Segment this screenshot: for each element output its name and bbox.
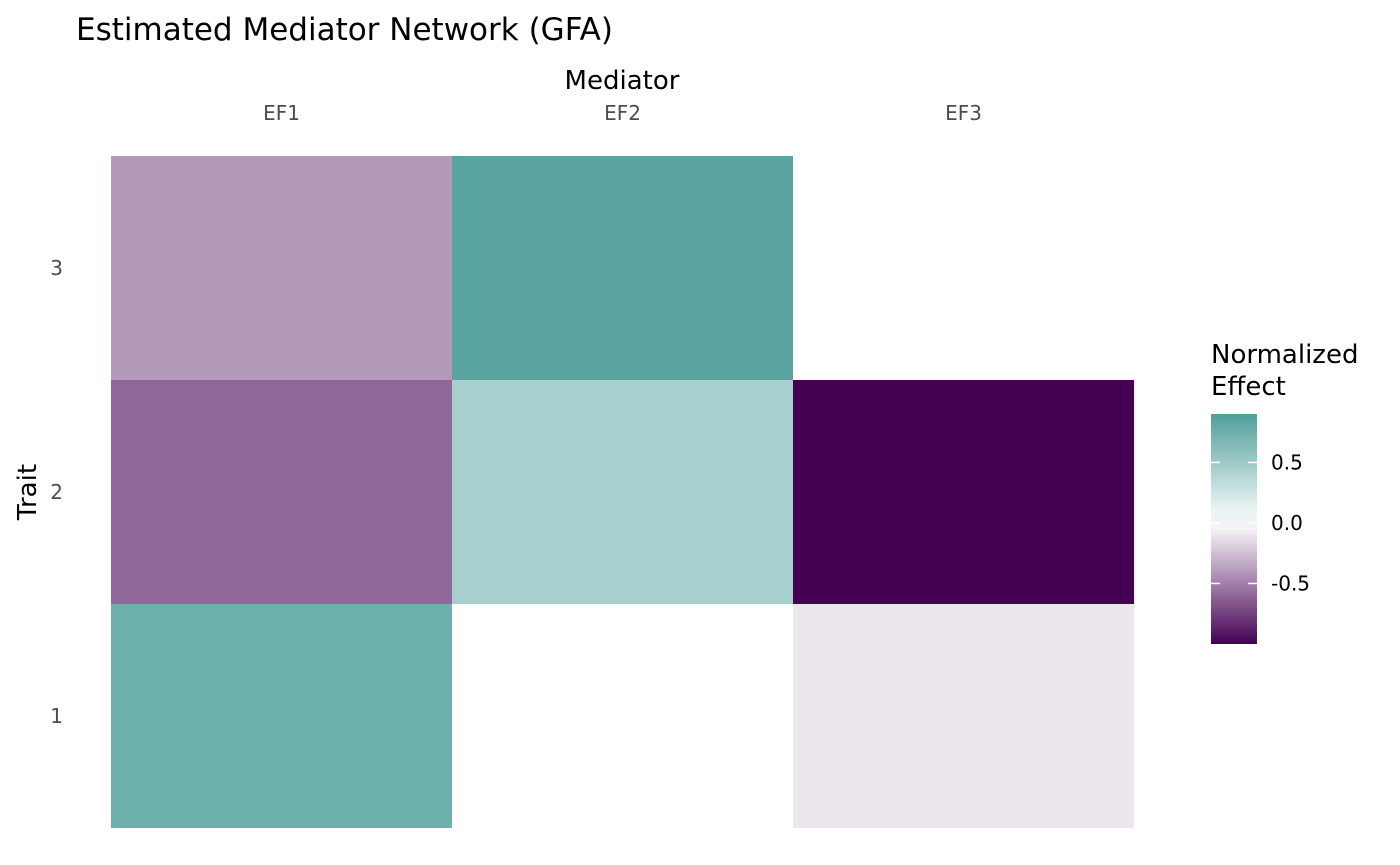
legend-ticks: 0.5 0.0 -0.5 [1211, 450, 1310, 595]
legend-color-bar [1211, 414, 1257, 644]
y-axis-title: Trait [13, 464, 43, 521]
heatmap-cell-ef2-trait-2 [452, 380, 793, 604]
heatmap-cell-ef3-trait-3 [793, 156, 1134, 380]
heatmap-cell-ef1-trait-1 [111, 604, 452, 828]
legend-title-line-2: Effect [1211, 372, 1286, 402]
x-tick-label-ef2: EF2 [604, 101, 641, 125]
heatmap-cells [111, 156, 1134, 828]
x-axis-title: Mediator [565, 66, 680, 96]
x-tick-labels: EF1 EF2 EF3 [263, 101, 982, 125]
y-tick-labels: 1 2 3 [50, 256, 63, 728]
heatmap-cell-ef3-trait-2 [793, 380, 1134, 604]
heatmap-cell-ef2-trait-3 [452, 156, 793, 380]
y-tick-label-2: 2 [50, 480, 63, 504]
legend-title-line-1: Normalized [1211, 340, 1358, 370]
heatmap-cell-ef3-trait-1 [793, 604, 1134, 828]
color-legend: Normalized Effect 0.5 0.0 -0.5 [1211, 340, 1358, 644]
legend-tick-label: 0.0 [1271, 511, 1303, 535]
y-tick-label-1: 1 [50, 704, 63, 728]
x-tick-label-ef3: EF3 [945, 101, 982, 125]
legend-tick-label: -0.5 [1271, 571, 1310, 595]
legend-tick-label: 0.5 [1271, 450, 1303, 474]
y-tick-label-3: 3 [50, 256, 63, 280]
heatmap-cell-ef1-trait-2 [111, 380, 452, 604]
heatmap-cell-ef1-trait-3 [111, 156, 452, 380]
chart-title: Estimated Mediator Network (GFA) [76, 12, 613, 48]
x-tick-label-ef1: EF1 [263, 101, 300, 125]
heatmap-cell-ef2-trait-1 [452, 604, 793, 828]
